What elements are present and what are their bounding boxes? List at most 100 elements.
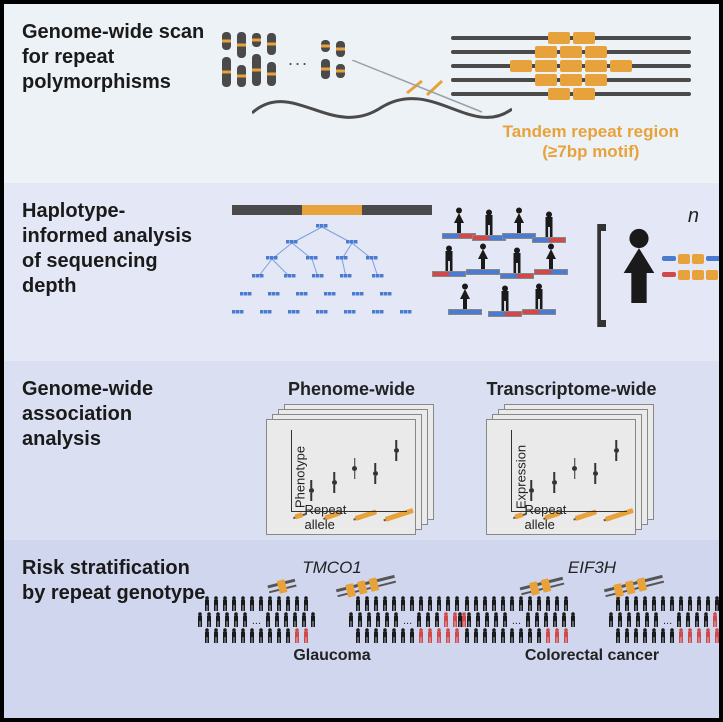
panel-content: TMCO1......GlaucomaEIF3H......Colorectal…	[222, 556, 702, 703]
risk-column: TMCO1......Glaucoma	[222, 558, 442, 665]
person-icon	[569, 612, 577, 627]
panel-content: ... Tandem repeat region (≥7bp motif)	[222, 20, 701, 167]
person-icon	[668, 628, 676, 643]
person-icon	[533, 612, 541, 627]
population-group: ...	[196, 596, 317, 643]
person-icon	[248, 628, 256, 643]
person-icon	[383, 612, 391, 627]
person-icon	[517, 596, 525, 611]
person-affected-icon	[293, 628, 301, 643]
person-icon	[463, 596, 471, 611]
person-affected-icon	[442, 612, 450, 627]
person-female-icon	[452, 207, 466, 233]
person-affected-icon	[713, 628, 719, 643]
person-icon	[293, 596, 301, 611]
person-icon	[275, 596, 283, 611]
person-male-icon	[482, 209, 496, 235]
mini-allele	[502, 233, 536, 239]
plot-card: PhenotypeRepeat allele	[266, 419, 416, 535]
person-icon	[433, 612, 441, 627]
person-affected-icon	[426, 628, 434, 643]
allele-pair	[662, 254, 719, 280]
person-icon	[230, 628, 238, 643]
person-icon	[704, 596, 712, 611]
person-icon	[623, 628, 631, 643]
person-icon	[650, 596, 658, 611]
disease-label: Colorectal cancer	[525, 647, 659, 665]
person-icon	[693, 612, 701, 627]
allele	[662, 254, 719, 264]
person-icon	[372, 628, 380, 643]
person-icon	[490, 596, 498, 611]
person-icon	[562, 596, 570, 611]
person-affected-icon	[553, 628, 561, 643]
person-male-icon	[532, 283, 546, 309]
chromosome-icon	[336, 41, 345, 78]
person-icon	[492, 612, 500, 627]
person-icon	[212, 628, 220, 643]
person-icon	[203, 628, 211, 643]
person-icon	[551, 612, 559, 627]
mini-allele	[472, 235, 506, 241]
person-icon	[535, 628, 543, 643]
person-affected-icon	[435, 628, 443, 643]
person-icon	[643, 612, 651, 627]
card-stack: ExpressionRepeat allele	[486, 404, 656, 534]
risk-allele-icon	[604, 574, 664, 596]
person-icon	[417, 596, 425, 611]
person-affected-icon	[677, 628, 685, 643]
bracket-left-icon: [	[594, 223, 606, 311]
person-icon	[426, 596, 434, 611]
person-icon	[616, 612, 624, 627]
population-group: ...	[607, 596, 719, 643]
person-icon	[481, 628, 489, 643]
person-icon	[668, 596, 676, 611]
gene-name: TMCO1	[302, 558, 362, 578]
person-icon	[481, 596, 489, 611]
person-icon	[257, 628, 265, 643]
allele	[662, 270, 719, 280]
person-icon	[284, 628, 292, 643]
panel-label: Haplotype-informed analysis of sequencin…	[22, 199, 222, 346]
person-icon	[284, 596, 292, 611]
panel-genome-scan: Genome-wide scan for repeat polymorphism…	[4, 4, 719, 183]
person-icon	[392, 612, 400, 627]
person-icon	[499, 596, 507, 611]
person-icon	[526, 596, 534, 611]
person-icon	[347, 612, 355, 627]
y-axis-label: Phenotype	[293, 446, 308, 508]
person-icon	[275, 628, 283, 643]
person-icon	[713, 596, 719, 611]
person-male-icon	[498, 285, 512, 311]
person-icon	[560, 612, 568, 627]
repeat-line	[451, 36, 691, 40]
association-column: Transcriptome-wide ExpressionRepeat allel…	[486, 379, 656, 534]
person-icon	[381, 628, 389, 643]
mini-allele	[448, 309, 482, 315]
person-affected-icon	[686, 628, 694, 643]
column-title: Transcriptome-wide	[486, 379, 656, 400]
person-icon	[508, 596, 516, 611]
person-female-icon	[512, 207, 526, 233]
person-icon	[652, 612, 660, 627]
person-icon	[415, 612, 423, 627]
person-icon	[675, 612, 683, 627]
mini-allele	[500, 273, 534, 279]
person-icon	[230, 596, 238, 611]
risk-columns: TMCO1......GlaucomaEIF3H......Colorectal…	[222, 556, 702, 665]
panel-label: Genome-wide association analysis	[22, 377, 222, 524]
person-affected-icon	[444, 628, 452, 643]
population-group: ...	[347, 596, 468, 643]
ellipsis: ...	[282, 49, 315, 70]
person-icon	[456, 612, 464, 627]
person-icon	[372, 596, 380, 611]
person-icon	[239, 628, 247, 643]
person-icon	[614, 596, 622, 611]
y-axis-label: Expression	[514, 445, 529, 509]
mini-allele	[522, 309, 556, 315]
person-icon	[266, 596, 274, 611]
person-icon	[266, 628, 274, 643]
x-axis-label: Repeat allele	[524, 502, 598, 532]
person-icon	[273, 612, 281, 627]
person-icon	[499, 628, 507, 643]
